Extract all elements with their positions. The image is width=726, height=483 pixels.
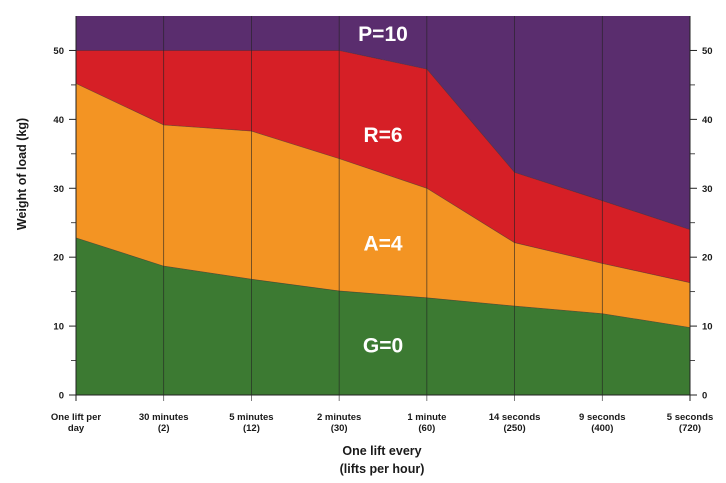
- y-axis-left-ticks: 0 10 20 30 40 50: [53, 46, 76, 402]
- axis-frame: [70, 16, 696, 401]
- x-tick-label-0: One lift per day: [51, 412, 101, 434]
- y-tick-label-right-40: 40: [702, 115, 713, 126]
- y-tick-label-right-50: 50: [702, 46, 713, 57]
- boundary-line-r-6: [76, 50, 691, 230]
- area-p-10: [76, 16, 690, 230]
- zone-labels: P=10 R=6 A=4 G=0: [358, 23, 408, 357]
- y-tick-label-left-10: 10: [53, 322, 64, 333]
- zone-label-g-0: G=0: [363, 334, 403, 357]
- area-r-6: [76, 50, 690, 283]
- x-tick-label-line: (720): [679, 423, 701, 434]
- x-axis-ticks: One lift per day 30 minutes (2) 5 minutes (12…: [51, 412, 713, 434]
- x-tick-label-line: 5 seconds: [667, 412, 713, 423]
- y-tick-label-left-30: 30: [53, 184, 64, 195]
- x-tick-label-line: (2): [158, 423, 170, 434]
- x-tick-label-4: 1 minute (60): [407, 412, 446, 434]
- x-tick-label-2: 5 minutes (12): [229, 412, 273, 434]
- x-tick-label-line: 9 seconds: [579, 412, 625, 423]
- x-tick-label-line: day: [68, 423, 85, 434]
- x-tick-label-line: (60): [418, 423, 435, 434]
- y-tick-label-left-0: 0: [59, 391, 64, 402]
- x-tick-label-line: 5 minutes: [229, 412, 273, 423]
- y-tick-label-left-40: 40: [53, 115, 64, 126]
- area-a-4: [76, 83, 690, 328]
- x-tick-label-1: 30 minutes (2): [139, 412, 189, 434]
- zone-label-a-4: A=4: [363, 232, 402, 255]
- x-tick-label-line: 1 minute: [407, 412, 446, 423]
- x-tick-label-line: (400): [591, 423, 613, 434]
- y-axis-title: Weight of load (kg): [15, 118, 29, 230]
- x-tick-label-7: 5 seconds (720): [667, 412, 713, 434]
- vertical-gridlines: [163, 16, 603, 401]
- x-tick-label-5: 14 seconds (250): [489, 412, 541, 434]
- zone-label-p-10: P=10: [358, 23, 408, 46]
- area-g-0: [76, 237, 690, 395]
- x-tick-label-line: One lift per: [51, 412, 101, 423]
- boundary-line-a-4: [75, 83, 691, 283]
- y-tick-label-left-20: 20: [53, 253, 64, 264]
- y-tick-label-right-10: 10: [702, 322, 713, 333]
- x-axis-title-line1: One lift every: [342, 444, 421, 458]
- area-layer: [75, 16, 691, 395]
- x-axis-title-line2: (lifts per hour): [340, 462, 425, 476]
- y-tick-label-right-20: 20: [702, 253, 713, 264]
- y-tick-label-left-50: 50: [53, 46, 64, 57]
- x-tick-label-6: 9 seconds (400): [579, 412, 625, 434]
- x-tick-label-line: (12): [243, 423, 260, 434]
- x-tick-label-line: (30): [331, 423, 348, 434]
- y-axis-right-ticks: 0 10 20 30 40 50: [690, 46, 713, 402]
- x-tick-label-3: 2 minutes (30): [317, 412, 361, 434]
- x-tick-label-line: (250): [503, 423, 525, 434]
- x-tick-label-line: 14 seconds: [489, 412, 541, 423]
- x-tick-label-line: 30 minutes: [139, 412, 189, 423]
- y-tick-label-right-0: 0: [702, 391, 707, 402]
- y-tick-label-right-30: 30: [702, 184, 713, 195]
- boundary-line-g-0: [75, 237, 691, 328]
- x-tick-label-line: 2 minutes: [317, 412, 361, 423]
- zone-label-r-6: R=6: [363, 124, 402, 147]
